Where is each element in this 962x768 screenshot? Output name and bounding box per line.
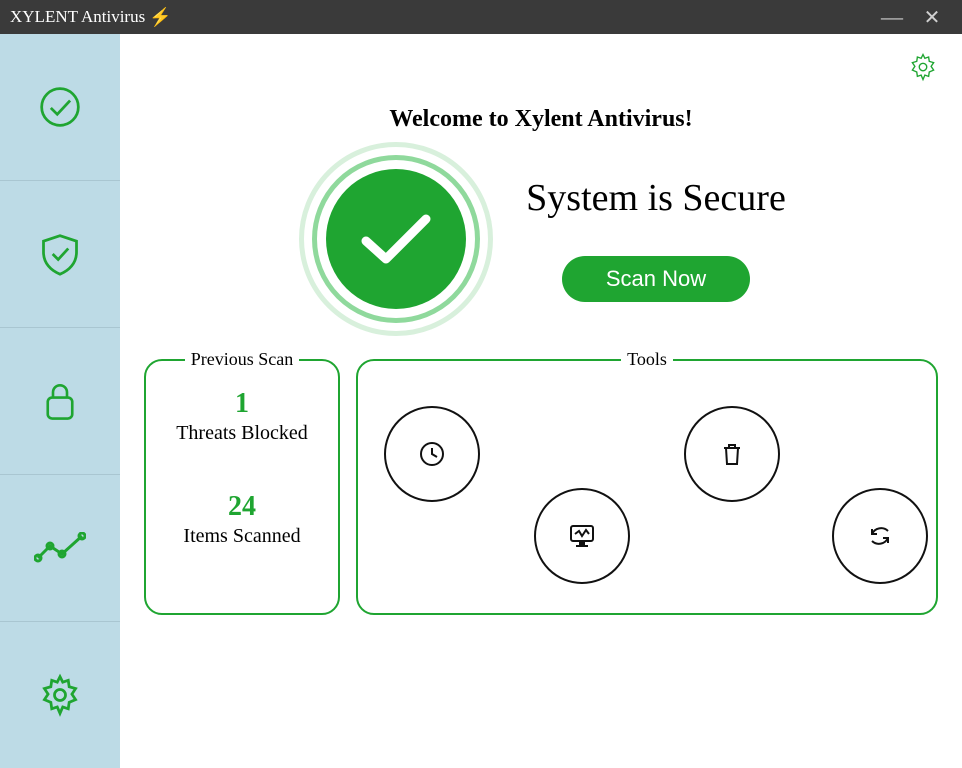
tool-system-monitor[interactable]: [534, 488, 630, 584]
app-title: XYLENT Antivirus: [10, 7, 145, 27]
sidebar-item-privacy[interactable]: [0, 328, 120, 475]
threats-blocked-value: 1: [158, 388, 326, 420]
gear-icon: [38, 673, 82, 717]
tool-cleanup[interactable]: [684, 406, 780, 502]
sidebar-item-status[interactable]: [0, 34, 120, 181]
window-close-button[interactable]: ✕: [912, 5, 952, 30]
shield-check-icon: [38, 232, 82, 276]
sidebar-item-protection[interactable]: [0, 181, 120, 328]
threats-blocked-stat: 1 Threats Blocked: [158, 388, 326, 445]
lock-icon: [42, 380, 78, 422]
previous-scan-panel: Previous Scan 1 Threats Blocked 24 Items…: [144, 349, 340, 615]
items-scanned-label: Items Scanned: [158, 525, 326, 548]
status-text: System is Secure: [526, 176, 786, 220]
bolt-icon: ⚡: [149, 7, 171, 28]
items-scanned-stat: 24 Items Scanned: [158, 491, 326, 548]
scan-now-button[interactable]: Scan Now: [562, 256, 750, 302]
trash-icon: [718, 440, 746, 468]
tools-panel: Tools: [356, 349, 938, 615]
refresh-icon: [866, 522, 894, 550]
sidebar-item-activity[interactable]: [0, 475, 120, 622]
welcome-heading: Welcome to Xylent Antivirus!: [144, 106, 938, 133]
status-row: System is Secure Scan Now: [144, 139, 938, 339]
main-content: Welcome to Xylent Antivirus! System is S…: [120, 34, 962, 768]
tool-update[interactable]: [832, 488, 928, 584]
items-scanned-value: 24: [158, 491, 326, 523]
previous-scan-legend: Previous Scan: [185, 349, 300, 370]
tool-scheduler[interactable]: [384, 406, 480, 502]
sidebar: [0, 34, 120, 768]
titlebar: XYLENT Antivirus ⚡ — ✕: [0, 0, 962, 34]
monitor-icon: [568, 522, 596, 550]
threats-blocked-label: Threats Blocked: [158, 422, 326, 445]
sidebar-item-settings[interactable]: [0, 622, 120, 768]
status-indicator: [296, 139, 496, 339]
window-minimize-button[interactable]: —: [872, 4, 912, 30]
analytics-icon: [34, 532, 86, 564]
gear-icon: [908, 52, 938, 82]
settings-button[interactable]: [908, 52, 938, 87]
tools-legend: Tools: [621, 349, 673, 370]
check-circle-icon: [38, 85, 82, 129]
clock-icon: [418, 440, 446, 468]
